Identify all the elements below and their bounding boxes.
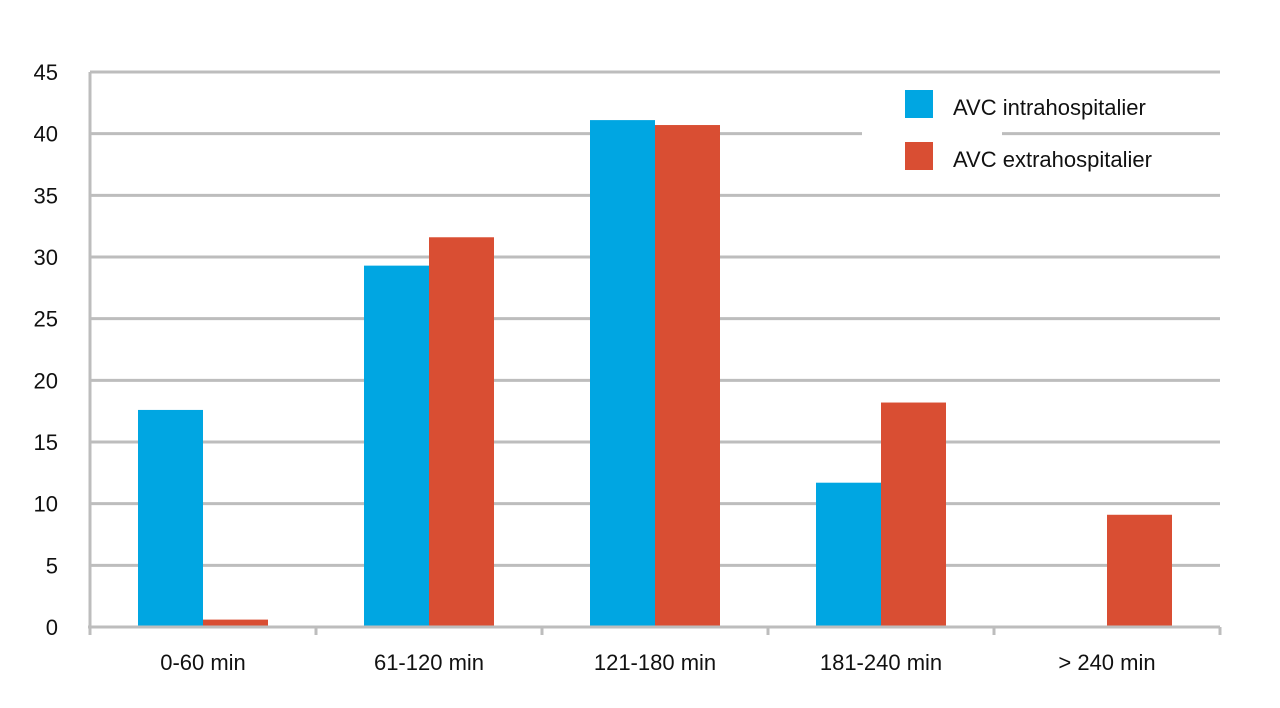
y-tick-label-10: 10 bbox=[34, 492, 58, 517]
bar-intrahospitalier-2 bbox=[590, 120, 655, 627]
x-tick-label-3: 181-240 min bbox=[820, 650, 942, 675]
legend-swatch-extrahospitalier bbox=[905, 142, 933, 170]
bars bbox=[138, 120, 1172, 628]
y-tick-label-20: 20 bbox=[34, 368, 58, 393]
y-tick-label-15: 15 bbox=[34, 430, 58, 455]
legend: AVC intrahospitalier AVC extrahospitalie… bbox=[862, 80, 1152, 190]
y-tick-label-45: 45 bbox=[34, 60, 58, 85]
x-tick-label-1: 61-120 min bbox=[374, 650, 484, 675]
y-tick-labels: 0 5 10 15 20 25 30 35 40 45 bbox=[34, 60, 58, 640]
y-tick-label-5: 5 bbox=[46, 553, 58, 578]
bar-extrahospitalier-0 bbox=[203, 619, 268, 627]
bar-extrahospitalier-1 bbox=[429, 237, 494, 627]
bar-extrahospitalier-4 bbox=[1107, 514, 1172, 627]
axes bbox=[88, 72, 1222, 635]
bar-extrahospitalier-3 bbox=[881, 402, 946, 627]
legend-swatch-intrahospitalier bbox=[905, 90, 933, 118]
legend-label-extrahospitalier: AVC extrahospitalier bbox=[953, 147, 1152, 172]
bar-intrahospitalier-1 bbox=[364, 265, 429, 627]
legend-label-intrahospitalier: AVC intrahospitalier bbox=[953, 95, 1146, 120]
y-tick-label-40: 40 bbox=[34, 122, 58, 147]
y-tick-label-25: 25 bbox=[34, 307, 58, 332]
bar-intrahospitalier-0 bbox=[138, 409, 203, 627]
y-tick-label-30: 30 bbox=[34, 245, 58, 270]
x-tick-label-2: 121-180 min bbox=[594, 650, 716, 675]
x-tick-label-4: > 240 min bbox=[1058, 650, 1155, 675]
x-tick-labels: 0-60 min 61-120 min 121-180 min 181-240 min… bbox=[160, 650, 1155, 675]
bar-extrahospitalier-2 bbox=[655, 125, 720, 628]
x-tick-label-0: 0-60 min bbox=[160, 650, 246, 675]
y-tick-label-0: 0 bbox=[46, 615, 58, 640]
y-tick-label-35: 35 bbox=[34, 183, 58, 208]
bar-intrahospitalier-3 bbox=[816, 482, 881, 627]
